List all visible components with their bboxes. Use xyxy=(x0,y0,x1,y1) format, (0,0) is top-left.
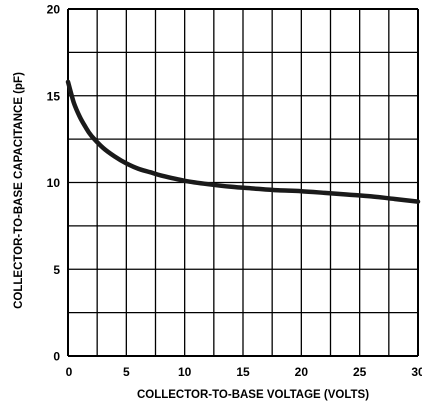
y-tick-label: 20 xyxy=(47,3,61,17)
x-tick-label: 0 xyxy=(66,365,73,379)
capacitance-curve xyxy=(65,79,421,204)
x-tick-label: 30 xyxy=(411,365,422,379)
y-tick-label: 5 xyxy=(53,263,60,277)
x-tick-label: 25 xyxy=(353,365,367,379)
x-axis-label: COLLECTOR-TO-BASE VOLTAGE (VOLTS) xyxy=(137,389,369,401)
y-tick-labels: 0 5 10 15 20 xyxy=(47,3,61,364)
y-tick-label: 15 xyxy=(47,89,61,103)
y-tick-label: 10 xyxy=(47,176,61,190)
y-axis-label: COLLECTOR-TO-BASE CAPACITANCE (pF) xyxy=(13,72,25,309)
x-tick-labels: 0 5 10 15 20 25 30 xyxy=(66,365,422,379)
x-tick-label: 10 xyxy=(178,365,192,379)
y-tick-label: 0 xyxy=(53,350,60,364)
grid xyxy=(67,8,419,357)
x-tick-label: 15 xyxy=(236,365,250,379)
x-tick-label: 5 xyxy=(123,365,130,379)
x-tick-label: 20 xyxy=(295,365,309,379)
